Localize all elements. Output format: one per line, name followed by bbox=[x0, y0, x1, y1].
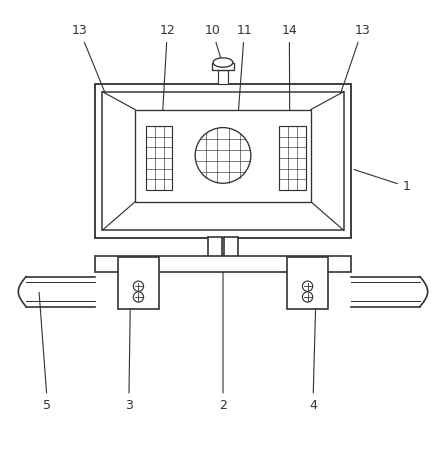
Bar bbox=[208, 237, 222, 257]
Bar bbox=[212, 62, 234, 70]
Text: 1: 1 bbox=[354, 169, 411, 193]
Bar bbox=[118, 257, 159, 309]
Bar bbox=[351, 277, 437, 307]
Text: 14: 14 bbox=[281, 24, 297, 123]
Bar bbox=[95, 84, 351, 238]
Bar bbox=[95, 256, 351, 272]
Text: 13: 13 bbox=[341, 24, 370, 93]
Bar bbox=[218, 70, 228, 84]
Bar bbox=[146, 126, 173, 190]
Text: 5: 5 bbox=[39, 292, 51, 412]
Text: 3: 3 bbox=[125, 306, 133, 412]
Text: 11: 11 bbox=[236, 24, 252, 129]
Circle shape bbox=[133, 292, 144, 302]
Text: 4: 4 bbox=[309, 306, 317, 412]
Text: 13: 13 bbox=[72, 24, 105, 93]
Bar bbox=[224, 237, 238, 257]
Circle shape bbox=[302, 281, 313, 291]
Circle shape bbox=[302, 292, 313, 302]
Bar bbox=[9, 277, 95, 307]
Circle shape bbox=[133, 281, 144, 291]
Bar bbox=[102, 92, 344, 230]
Bar bbox=[135, 110, 311, 202]
Circle shape bbox=[195, 128, 251, 183]
Ellipse shape bbox=[213, 58, 233, 67]
Text: 12: 12 bbox=[160, 24, 175, 123]
Bar bbox=[279, 126, 306, 190]
Bar bbox=[287, 257, 328, 309]
Text: 10: 10 bbox=[204, 24, 222, 63]
Text: 2: 2 bbox=[219, 254, 227, 412]
